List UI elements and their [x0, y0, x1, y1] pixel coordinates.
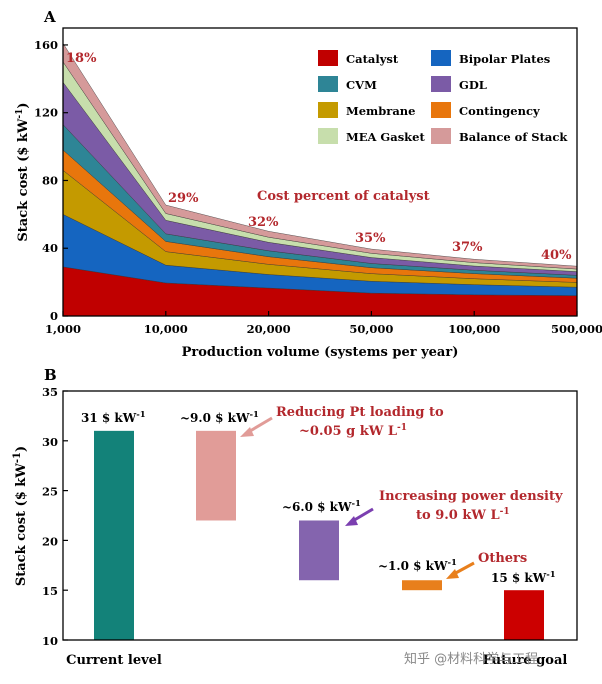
catalyst-percent-1000: 18% — [66, 51, 97, 66]
a-xtick-label: 500,000 — [551, 322, 602, 336]
bar-others — [402, 580, 442, 591]
bar-label-pt: ~9.0 $ kW-1 — [180, 410, 259, 425]
panel-b-bars — [94, 430, 544, 640]
catalyst-percent-500000: 40% — [541, 248, 572, 263]
a-ytick-label: 40 — [42, 241, 58, 255]
arrow-pt — [240, 416, 273, 437]
legend-label-bipolar-plates: Bipolar Plates — [459, 52, 550, 66]
bar-future-goal — [504, 590, 544, 640]
arrow-others — [446, 561, 475, 579]
bar-label-current: 31 $ kW-1 — [81, 410, 146, 425]
b-ytick-label: 30 — [42, 435, 58, 449]
catalyst-percent-50000: 35% — [355, 231, 386, 246]
bar-label-pd: ~6.0 $ kW-1 — [282, 499, 361, 514]
legend-label-cvm: CVM — [346, 78, 377, 92]
legend-swatch-mea-gasket — [318, 128, 338, 144]
legend-label-mea-gasket: MEA Gasket — [346, 130, 425, 144]
legend-swatch-balance-of-stack — [431, 128, 451, 144]
panel-b-frame — [62, 390, 578, 641]
bar-current-level — [94, 430, 134, 640]
legend-swatch-contingency — [431, 102, 451, 118]
legend-swatch-catalyst — [318, 50, 338, 66]
annotation-others: Others — [478, 551, 527, 566]
legend-label-balance-of-stack: Balance of Stack — [459, 130, 568, 144]
b-ytick-label: 20 — [42, 534, 58, 548]
b-ytick-label: 10 — [42, 634, 58, 648]
panel-a-areas — [62, 42, 578, 317]
annotation-pt-line1: Reducing Pt loading to — [276, 405, 444, 420]
panel-a-frame — [62, 27, 578, 317]
catalyst-percent-100000: 37% — [452, 240, 483, 255]
b-ytick-label: 35 — [42, 385, 58, 399]
legend-label-gdl: GDL — [459, 78, 487, 92]
a-ytick-label: 160 — [34, 38, 58, 52]
legend-label-membrane: Membrane — [346, 104, 415, 118]
x-label-current-level: Current level — [66, 653, 162, 668]
a-xtick-label: 50,000 — [349, 322, 393, 336]
catalyst-percent-20000: 32% — [248, 215, 279, 230]
annotation-pd-line1: Increasing power density — [379, 489, 563, 504]
annotation-pt-line2: ~0.05 g kW L-1 — [299, 423, 407, 439]
b-ytick-label: 25 — [42, 485, 58, 499]
a-xtick-label: 1,000 — [45, 322, 81, 336]
catalyst-percent-10000: 29% — [168, 191, 199, 206]
panel-a-xlabel: Production volume (systems per year) — [182, 345, 459, 360]
panel-b-letter: B — [44, 366, 57, 384]
annotation-pd-line2: to 9.0 kW L-1 — [416, 507, 510, 523]
legend-swatch-membrane — [318, 102, 338, 118]
legend-label-catalyst: Catalyst — [346, 52, 399, 66]
legend-swatch-cvm — [318, 76, 338, 92]
bar-label-future: 15 $ kW-1 — [491, 570, 556, 585]
panel-a: A 0 40 80 120 160 1,000 10,000 20,000 50,000 100… — [15, 8, 602, 360]
legend-swatch-bipolar-plates — [431, 50, 451, 66]
a-ytick-label: 80 — [42, 173, 58, 187]
arrow-pd — [345, 507, 374, 526]
panel-a-xticks: 1,000 10,000 20,000 50,000 100,000 500,000 — [45, 311, 602, 336]
a-xtick-label: 100,000 — [448, 322, 500, 336]
bar-increasing-power-density — [299, 520, 339, 581]
bar-label-others: ~1.0 $ kW-1 — [378, 558, 457, 573]
panel-b-yticks: 10 15 20 25 30 35 — [42, 385, 68, 648]
catalyst-percent-title: Cost percent of catalyst — [257, 189, 430, 204]
watermark: 知乎 @材料科学与工程 — [404, 651, 538, 667]
a-ytick-label: 0 — [50, 309, 58, 323]
legend-label-contingency: Contingency — [459, 104, 540, 118]
b-ytick-label: 15 — [42, 584, 58, 598]
panel-a-ylabel: Stack cost ($ kW-1) — [15, 102, 31, 241]
bar-reducing-pt-loading — [196, 430, 236, 521]
a-xtick-label: 10,000 — [144, 322, 188, 336]
panel-a-letter: A — [43, 8, 56, 26]
a-xtick-label: 20,000 — [247, 322, 291, 336]
x-label-future-goal: Future goal — [483, 653, 568, 668]
panel-b: B 10 15 20 25 30 35 Stack cost ($ kW-1) 31 $ … — [12, 366, 578, 668]
panel-b-ylabel: Stack cost ($ kW-1) — [12, 446, 29, 586]
a-ytick-label: 120 — [34, 106, 58, 120]
legend: Catalyst Bipolar Plates CVM GDL Membrane… — [318, 50, 568, 144]
panel-a-yticks: 0 40 80 120 160 — [34, 38, 68, 323]
legend-swatch-gdl — [431, 76, 451, 92]
